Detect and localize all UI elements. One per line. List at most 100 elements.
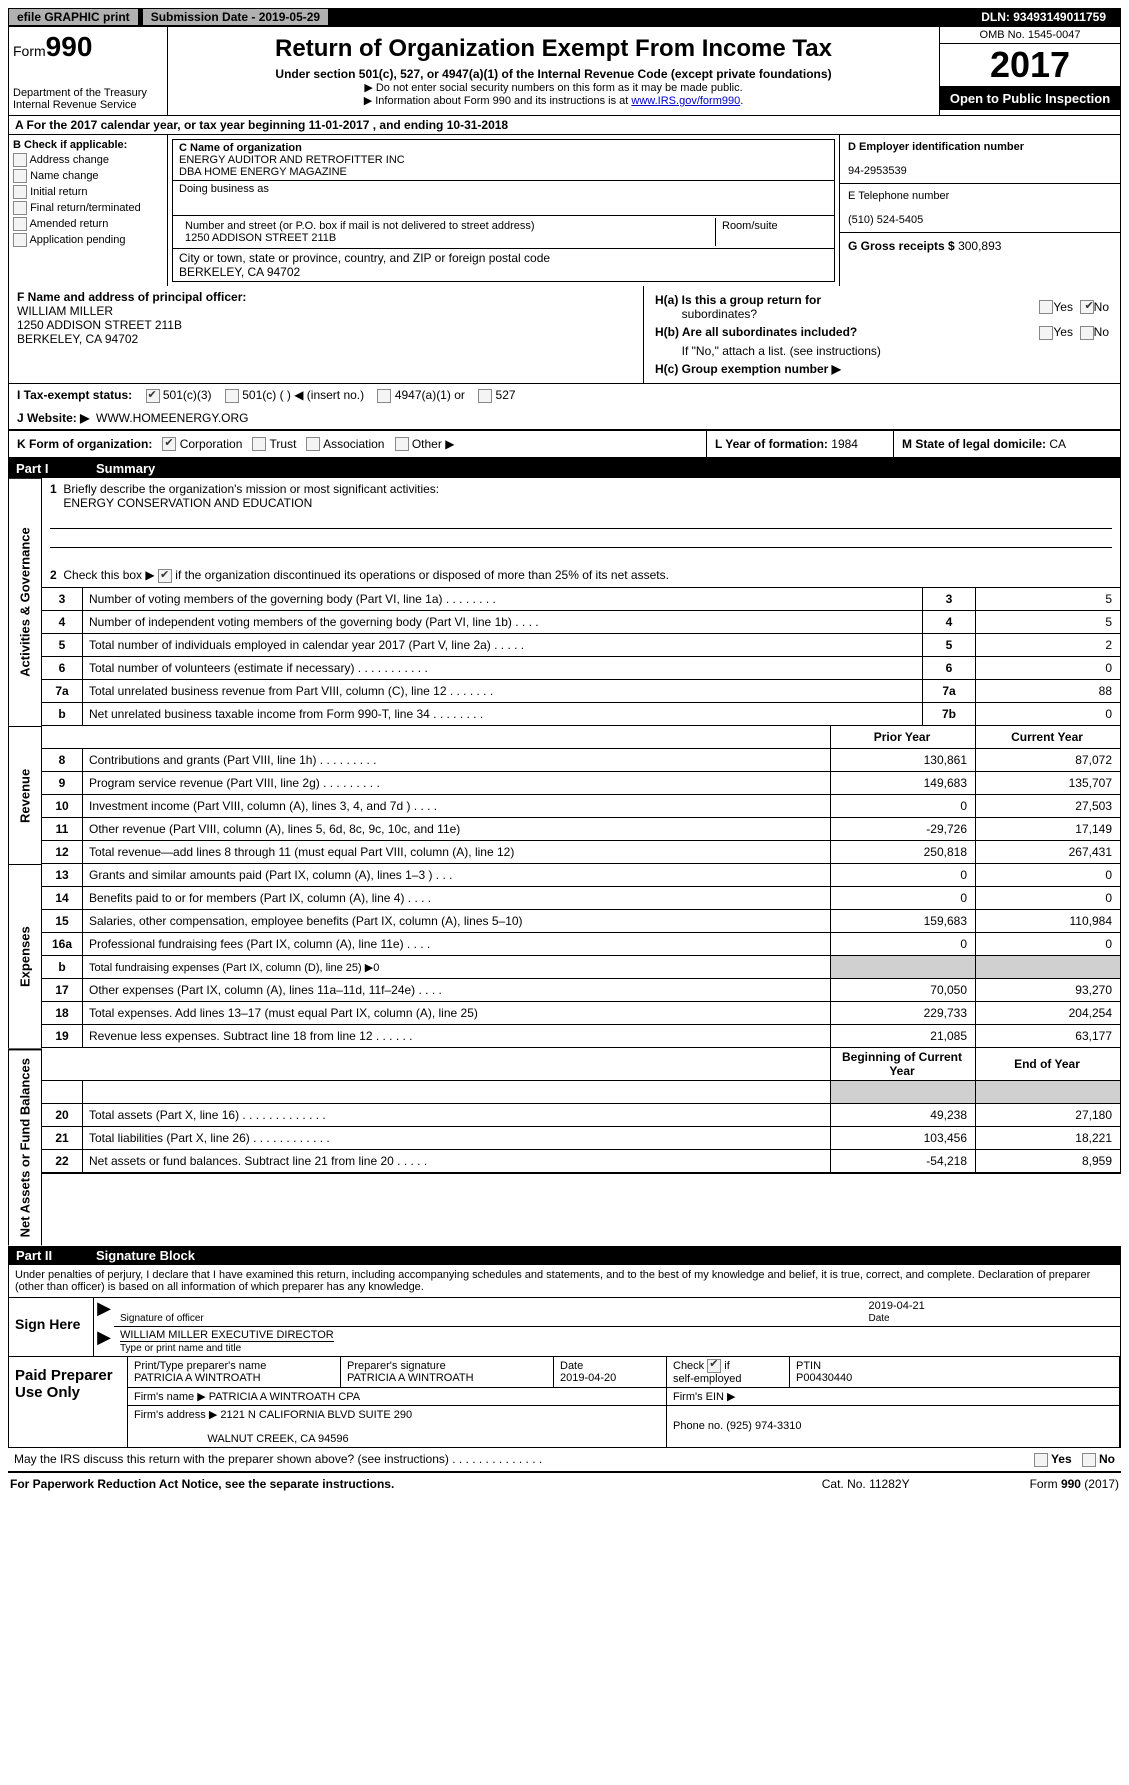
tax-year: 2017 [940, 44, 1120, 87]
table-row: 20Total assets (Part X, line 16) . . . .… [42, 1104, 1121, 1127]
table-row: 7aTotal unrelated business revenue from … [42, 680, 1121, 703]
signature-intro: Under penalties of perjury, I declare th… [8, 1265, 1121, 1298]
street-value: 1250 ADDISON STREET 211B [185, 232, 336, 244]
cb-discontinued[interactable] [158, 569, 172, 583]
sign-here-label: Sign Here [9, 1298, 94, 1356]
tax-exempt-status: I Tax-exempt status: 501(c)(3) 501(c) ( … [8, 384, 1121, 407]
form-title-block: Return of Organization Exempt From Incom… [168, 27, 940, 115]
part-i-header: Part I Summary [8, 459, 1121, 478]
discuss-yes[interactable] [1034, 1453, 1048, 1467]
cb-name-change[interactable]: Name change [13, 169, 163, 183]
year-block: OMB No. 1545-0047 2017 Open to Public In… [940, 27, 1120, 115]
tax-year-range: A For the 2017 calendar year, or tax yea… [8, 116, 1121, 135]
table-row: 13Grants and similar amounts paid (Part … [42, 864, 1121, 887]
table-row: 3Number of voting members of the governi… [42, 588, 1121, 611]
mission-text: ENERGY CONSERVATION AND EDUCATION [63, 496, 312, 510]
part-ii-header: Part II Signature Block [8, 1246, 1121, 1265]
hb-no[interactable] [1080, 326, 1094, 340]
cb-527[interactable] [478, 389, 492, 403]
form-header: Form990 Department of the Treasury Inter… [8, 26, 1121, 116]
table-row: 5Total number of individuals employed in… [42, 634, 1121, 657]
table-row: 9Program service revenue (Part VIII, lin… [42, 772, 1121, 795]
group-return: H(a) Is this a group return for subordin… [644, 286, 1120, 383]
expenses-table: 13Grants and similar amounts paid (Part … [42, 864, 1121, 1048]
table-row: 15Salaries, other compensation, employee… [42, 910, 1121, 933]
firm-phone: (925) 974-3310 [726, 1420, 801, 1432]
principal-officer: F Name and address of principal officer:… [9, 286, 644, 383]
city-value: BERKELEY, CA 94702 [179, 265, 300, 279]
preparer-name: PATRICIA A WINTROATH [134, 1372, 261, 1384]
officer-group-return: F Name and address of principal officer:… [8, 286, 1121, 384]
governance-table: 3Number of voting members of the governi… [42, 588, 1121, 726]
cb-address-change[interactable]: Address change [13, 153, 163, 167]
ein-tel-gross: D Employer identification number 94-2953… [840, 135, 1120, 286]
dln: DLN: 93493149011759 [973, 9, 1118, 25]
vtab-net-assets: Net Assets or Fund Balances [8, 1048, 42, 1245]
table-row: 11Other revenue (Part VIII, column (A), … [42, 818, 1121, 841]
org-dba: DBA HOME ENERGY MAGAZINE [179, 166, 347, 178]
hb-yes[interactable] [1039, 326, 1053, 340]
form-id-block: Form990 Department of the Treasury Inter… [9, 27, 168, 115]
gross-label: G Gross receipts $ [848, 239, 955, 253]
cb-self-employed[interactable] [707, 1359, 721, 1373]
ha-yes[interactable] [1039, 300, 1053, 314]
omb-number: OMB No. 1545-0047 [940, 27, 1120, 44]
cb-other[interactable] [395, 437, 409, 451]
mission-block: 1 Briefly describe the organization's mi… [42, 478, 1121, 588]
table-row: bNet unrelated business taxable income f… [42, 703, 1121, 726]
cb-amended[interactable]: Amended return [13, 217, 163, 231]
vtab-expenses: Expenses [8, 864, 42, 1048]
name-label: C Name of organization [179, 142, 302, 154]
cb-corp[interactable] [162, 437, 176, 451]
org-name: ENERGY AUDITOR AND RETROFITTER INC [179, 154, 405, 166]
net-assets-table: Beginning of Current Year End of Year 20… [42, 1048, 1121, 1174]
ha-no[interactable] [1080, 300, 1094, 314]
cb-4947[interactable] [377, 389, 391, 403]
table-row: 21Total liabilities (Part X, line 26) . … [42, 1127, 1121, 1150]
cb-501c3[interactable] [146, 389, 160, 403]
dept-label: Department of the Treasury [13, 87, 163, 99]
paid-prep-label: Paid Preparer Use Only [9, 1357, 128, 1447]
table-row: 12Total revenue—add lines 8 through 11 (… [42, 841, 1121, 864]
table-row: 19Revenue less expenses. Subtract line 1… [42, 1025, 1121, 1048]
table-row: 14Benefits paid to or for members (Part … [42, 887, 1121, 910]
form-title: Return of Organization Exempt From Incom… [178, 35, 929, 63]
table-row: bTotal fundraising expenses (Part IX, co… [42, 956, 1121, 979]
room-label: Room/suite [715, 218, 828, 246]
form990-link[interactable]: www.IRS.gov/form990 [631, 95, 740, 107]
org-name-address: C Name of organization ENERGY AUDITOR AN… [168, 135, 840, 286]
cb-initial-return[interactable]: Initial return [13, 185, 163, 199]
table-row: 4Number of independent voting members of… [42, 611, 1121, 634]
revenue-table: Prior Year Current Year 8Contributions a… [42, 726, 1121, 864]
gross-value: 300,893 [958, 239, 1001, 253]
sign-here-block: Sign Here ▶ Signature of officer 2019-04… [8, 1298, 1121, 1357]
efile-print: efile GRAPHIC print [8, 8, 139, 26]
submission-date: Submission Date - 2019-05-29 [142, 8, 329, 26]
dba-label: Doing business as [179, 183, 269, 195]
table-row: 18Total expenses. Add lines 13–17 (must … [42, 1002, 1121, 1025]
discuss-no[interactable] [1082, 1453, 1096, 1467]
firm-name: PATRICIA A WINTROATH CPA [209, 1391, 360, 1403]
check-if-applicable: B Check if applicable: Address change Na… [9, 135, 168, 286]
street-label: Number and street (or P.O. box if mail i… [185, 220, 535, 232]
table-row: 17Other expenses (Part IX, column (A), l… [42, 979, 1121, 1002]
cb-assoc[interactable] [306, 437, 320, 451]
page-footer: For Paperwork Reduction Act Notice, see … [8, 1473, 1121, 1495]
firm-addr: 2121 N CALIFORNIA BLVD SUITE 290 [220, 1409, 412, 1421]
cb-final-return[interactable]: Final return/terminated [13, 201, 163, 215]
cb-application-pending[interactable]: Application pending [13, 233, 163, 247]
tel-label: E Telephone number [848, 190, 949, 202]
ptin: P00430440 [796, 1372, 852, 1384]
vtab-revenue: Revenue [8, 726, 42, 864]
website-value: WWW.HOMEENERGY.ORG [96, 411, 248, 425]
cb-501c[interactable] [225, 389, 239, 403]
ein-value: 94-2953539 [848, 165, 907, 177]
open-public: Open to Public Inspection [940, 87, 1120, 110]
website: J Website: ▶ WWW.HOMEENERGY.ORG [8, 407, 1121, 430]
cb-trust[interactable] [252, 437, 266, 451]
tel-value: (510) 524-5405 [848, 214, 923, 226]
org-info-block: B Check if applicable: Address change Na… [8, 135, 1121, 286]
table-row: 8Contributions and grants (Part VIII, li… [42, 749, 1121, 772]
preparer-sig: PATRICIA A WINTROATH [347, 1372, 474, 1384]
table-row: 16aProfessional fundraising fees (Part I… [42, 933, 1121, 956]
